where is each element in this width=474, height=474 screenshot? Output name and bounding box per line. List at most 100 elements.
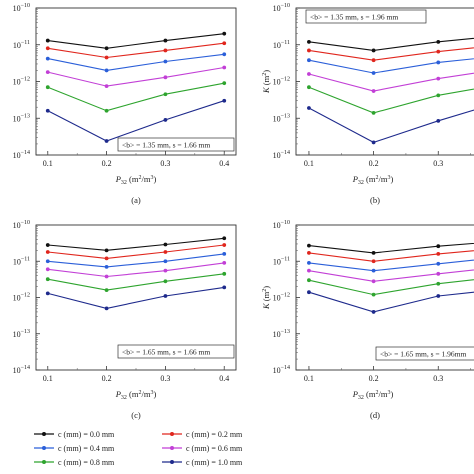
data-point-c0.8 [45, 85, 50, 90]
annotation-box [375, 346, 474, 361]
x-tick-label: 0.2 [369, 159, 379, 168]
x-tick-label: 0.1 [304, 374, 314, 383]
series-line-c0.2 [308, 250, 474, 262]
data-point-c0.4 [45, 259, 50, 264]
x-tick-label: 0.1 [304, 159, 314, 168]
series-group [45, 31, 227, 143]
series-line-c0.4 [308, 58, 474, 74]
series-line-c0.8 [47, 82, 225, 112]
series-line-c1.0 [308, 291, 474, 313]
data-point-c0.4 [45, 56, 50, 61]
x-axis-label: P32 (m2/m3) [115, 389, 157, 401]
annotation-text: <b> = 1.35 mm, s = 1.66 mm [122, 141, 210, 150]
series-line-c0.8 [308, 86, 474, 114]
data-point-c1.0 [436, 294, 441, 298]
data-point-c0.6 [104, 274, 109, 279]
data-point-c0.6 [222, 65, 227, 70]
data-point-c0.4 [163, 259, 168, 264]
series-line-c0.0 [47, 33, 225, 49]
chart-panel-3: 10−14 10−13 10−12 10−11 10−10 0.1 0.2 0.3 0.4 P32… [13, 220, 237, 420]
annotation-text: <b> = 1.65 mm, s = 1.96mm [380, 350, 466, 359]
data-point-c0.2 [45, 46, 50, 51]
legend-label: c (mm) = 0.4 mm [58, 444, 115, 453]
data-point-c0.4 [371, 71, 376, 75]
plot-frame [295, 7, 474, 156]
data-point-c0.2 [45, 250, 50, 254]
data-point-c0.4 [104, 68, 109, 73]
data-point-c0.6 [436, 76, 441, 81]
data-point-c0.6 [45, 267, 50, 272]
legend: c (mm) = 0.0 mm c (mm) = 0.2 mm c (mm) = 0… [34, 430, 243, 467]
series-line-c0.6 [308, 72, 474, 92]
data-point-c0.4 [307, 58, 311, 63]
data-point-c1.0 [163, 294, 168, 298]
data-point-c0.6 [307, 268, 311, 273]
panel-label: (b) [370, 195, 380, 205]
data-point-c0.4 [222, 52, 227, 57]
series-line-c0.0 [308, 242, 474, 254]
x-tick-label: 0.3 [433, 374, 443, 383]
legend-label: c (mm) = 0.6 mm [186, 444, 243, 453]
data-point-c0.6 [163, 268, 168, 273]
y-tick-label: 10−10 [273, 220, 290, 230]
x-tick-label: 0.1 [43, 159, 53, 168]
legend-swatch-marker [170, 460, 174, 464]
x-tick-label: 0.3 [433, 159, 443, 168]
y-tick-label: 10−12 [13, 293, 30, 303]
data-point-c0.0 [45, 243, 50, 247]
x-tick-label: 0.2 [369, 374, 379, 383]
chart-panel-1: 10−14 10−13 10−12 10−11 10−10 0.1 0.2 0.3 0.4 P32… [13, 3, 237, 205]
data-point-c0.4 [222, 251, 227, 256]
series-line-c0.4 [47, 53, 225, 71]
legend-swatch-marker [42, 446, 46, 450]
legend-swatch-marker [170, 432, 174, 436]
legend-entry-c1.0: c (mm) = 1.0 mm [162, 458, 243, 467]
data-point-c0.0 [371, 48, 376, 53]
x-tick-label: 0.1 [43, 374, 53, 383]
y-tick-label: 10−14 [13, 365, 30, 375]
data-point-c0.2 [222, 243, 227, 247]
legend-swatch-marker [42, 460, 46, 464]
series-line-c0.6 [308, 269, 474, 282]
series-line-c0.2 [47, 244, 225, 259]
series-line-c1.0 [47, 100, 225, 142]
series-line-c0.6 [47, 262, 225, 278]
annotation-box [117, 137, 235, 152]
series-line-c0.0 [308, 37, 474, 51]
y-tick-label: 10−13 [273, 113, 290, 123]
y-axis-label: K (m2) [261, 286, 271, 310]
series-line-c1.0 [47, 286, 225, 309]
x-tick-label: 0.2 [102, 374, 112, 383]
legend-swatch-marker [42, 432, 46, 436]
data-point-c0.2 [371, 259, 376, 264]
data-point-c0.4 [436, 60, 441, 65]
data-point-c0.8 [104, 108, 109, 113]
y-axis-label: K (m2) [261, 70, 271, 94]
y-tick-label: 10−10 [13, 3, 30, 13]
legend-label: c (mm) = 1.0 mm [186, 458, 243, 467]
data-point-c0.8 [45, 277, 50, 282]
y-tick-label: 10−13 [13, 329, 30, 339]
data-point-c0.0 [104, 248, 109, 253]
legend-entry-c0.6: c (mm) = 0.6 mm [162, 444, 243, 453]
data-point-c1.0 [45, 108, 50, 113]
y-tick-label: 10−10 [13, 220, 30, 230]
data-point-c0.0 [163, 242, 168, 247]
y-tick-label: 10−13 [13, 113, 30, 123]
data-point-c1.0 [222, 98, 227, 103]
series-line-c0.0 [47, 237, 225, 251]
x-tick-label: 0.4 [219, 374, 229, 383]
y-tick-label: 10−12 [273, 77, 290, 87]
data-point-c0.8 [436, 93, 441, 98]
data-point-c0.0 [307, 39, 311, 44]
data-point-c0.8 [222, 271, 227, 276]
x-axis-label: P32 (m2/m3) [352, 389, 394, 401]
series-group [45, 236, 227, 311]
x-axis-label: P32 (m2/m3) [352, 174, 394, 186]
data-point-c0.2 [436, 251, 441, 256]
data-point-c0.2 [436, 49, 441, 54]
data-point-c0.6 [163, 75, 168, 80]
data-point-c0.0 [436, 244, 441, 249]
legend-entry-c0.2: c (mm) = 0.2 mm [162, 430, 243, 439]
